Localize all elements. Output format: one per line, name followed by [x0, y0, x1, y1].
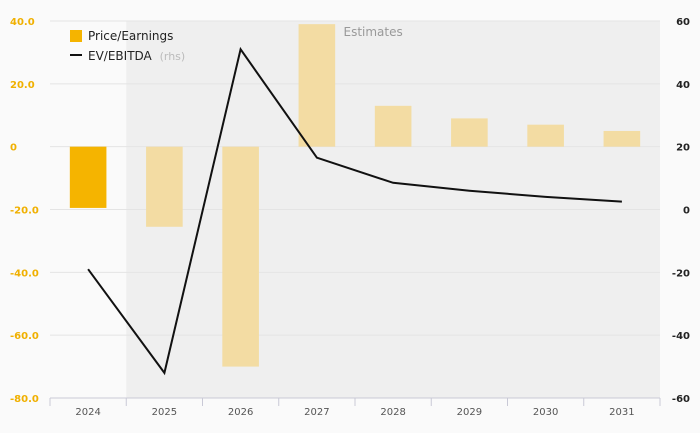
- x-tick-label: 2024: [75, 407, 100, 418]
- right-tick-label: 20: [676, 143, 690, 154]
- left-tick-label: -60.0: [10, 331, 39, 342]
- right-axis: 60 40 20 0 -20 -40 -60: [672, 17, 690, 405]
- legend: Price/Earnings EV/EBITDA (rhs): [70, 29, 185, 63]
- x-tick-label: 2027: [304, 407, 329, 418]
- x-tick-label: 2029: [457, 407, 482, 418]
- left-axis: 40.0 20.0 0 -20.0 -40.0 -60.0 -80.0: [10, 17, 39, 405]
- x-tick-label: 2026: [228, 407, 253, 418]
- left-tick-label: 0: [10, 143, 17, 154]
- bar-2025: [146, 146, 183, 227]
- x-tick-label: 2028: [380, 407, 405, 418]
- ev-ebitda-line: [87, 46, 622, 376]
- x-tick-label: 2025: [152, 407, 177, 418]
- legend-label-price-earnings: Price/Earnings: [88, 29, 173, 43]
- right-tick-label: 60: [676, 17, 690, 28]
- legend-label-ev-ebitda-suffix: (rhs): [160, 50, 186, 63]
- right-tick-label: -40: [672, 331, 690, 342]
- left-tick-label: -20.0: [10, 206, 39, 217]
- bar-2024: [69, 146, 107, 208]
- right-tick-label: 0: [683, 206, 690, 217]
- left-tick-label: -40.0: [10, 268, 39, 279]
- legend-label-ev-ebitda: EV/EBITDA (rhs): [88, 49, 185, 63]
- left-tick-label: 20.0: [10, 80, 35, 91]
- bar-2029: [451, 118, 488, 147]
- x-tick-label: 2031: [609, 407, 634, 418]
- legend-swatch-price-earnings: [70, 30, 82, 42]
- estimates-label: Estimates: [343, 25, 402, 39]
- right-tick-label: -20: [672, 268, 690, 279]
- bar-2027: [298, 24, 336, 147]
- bar-2028: [374, 105, 412, 147]
- left-tick-label: -80.0: [10, 394, 39, 405]
- bars: [69, 24, 641, 367]
- left-tick-label: 40.0: [10, 17, 35, 28]
- x-tick-label: 2030: [533, 407, 558, 418]
- bar-2031: [603, 130, 641, 147]
- right-tick-label: 40: [676, 80, 690, 91]
- x-axis: 2024 2025 2026 2027 2028 2029 2030 2031: [49, 398, 661, 418]
- bar-2030: [527, 124, 564, 147]
- bar-2026: [222, 146, 259, 367]
- legend-label-ev-ebitda-name: EV/EBITDA: [88, 49, 153, 63]
- right-tick-label: -60: [672, 394, 690, 405]
